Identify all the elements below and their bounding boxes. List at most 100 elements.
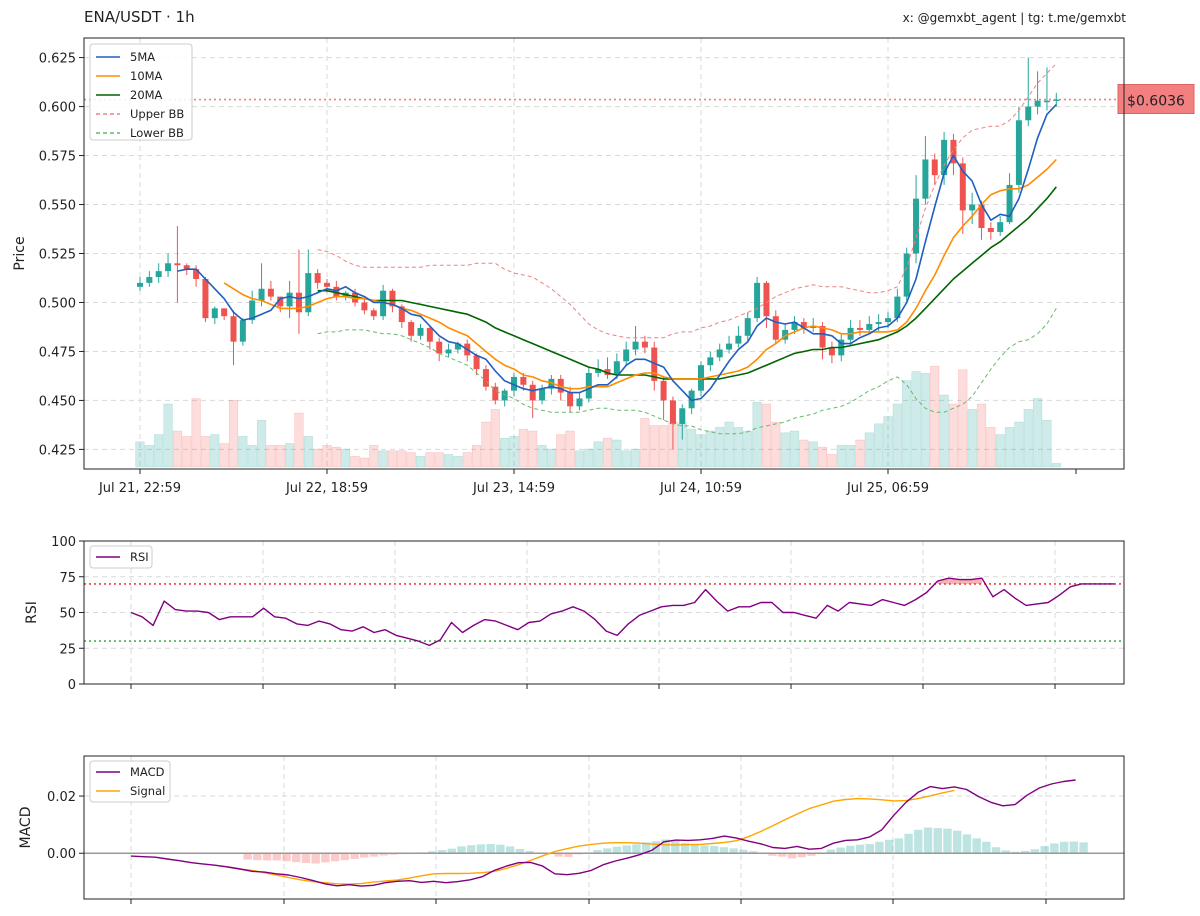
candle-body <box>613 361 620 375</box>
volume-bar <box>219 443 229 468</box>
candle-body <box>875 322 882 325</box>
candle-body <box>772 316 779 340</box>
candle-body <box>969 204 976 211</box>
candle-body <box>623 349 630 362</box>
volume-bar <box>584 448 594 468</box>
candle-body <box>894 296 901 319</box>
volume-bar <box>481 421 491 468</box>
candle-body <box>595 369 602 374</box>
macd-legend <box>89 760 171 803</box>
ma5-line <box>177 104 1057 402</box>
price-x-tick-label: Jul 23, 14:59 <box>472 481 555 496</box>
macd-histogram-bar <box>739 849 748 854</box>
volume-bar <box>182 436 192 468</box>
volume-bar <box>154 434 164 468</box>
volume-bar <box>593 441 603 468</box>
volume-bar <box>247 445 257 468</box>
candle-body <box>941 139 948 176</box>
price-tick-label: 0.575 <box>39 150 76 165</box>
macd-histogram-bar <box>729 848 738 854</box>
candle-body <box>651 347 658 381</box>
candle-body <box>641 341 648 348</box>
volume-bar <box>574 450 585 468</box>
candle-body <box>408 322 415 336</box>
candle-body <box>707 357 714 366</box>
macd-histogram-bar <box>632 844 641 854</box>
candle-body <box>314 273 321 283</box>
candle-body <box>585 373 592 399</box>
volume-bar <box>397 450 407 468</box>
volume-bar <box>350 455 360 468</box>
volume-bar <box>313 448 323 468</box>
volume-bar <box>827 454 837 468</box>
rsi-tick-label: 0 <box>68 678 76 693</box>
volume-bar <box>892 403 902 468</box>
candle-body <box>978 204 985 229</box>
price-legend-label: Lower BB <box>130 126 184 140</box>
candle-body <box>202 278 209 319</box>
macd-panel-frame <box>83 755 1125 900</box>
candle-body <box>286 292 293 307</box>
candle-body <box>931 159 938 176</box>
candle-body <box>922 159 929 199</box>
price-legend-label: 10MA <box>130 69 163 83</box>
volume-bar <box>696 434 706 468</box>
macd-histogram-bar <box>369 853 379 857</box>
macd-histogram-bar <box>807 853 816 856</box>
candle-body <box>277 296 284 307</box>
candle-body <box>819 325 826 348</box>
volume-bar <box>771 421 781 468</box>
volume-bar <box>761 403 772 468</box>
price-tick-label: 0.625 <box>39 52 76 67</box>
price-x-tick-label: Jul 24, 10:59 <box>659 481 742 496</box>
volume-bar <box>883 416 893 468</box>
signal-legend-label: Signal <box>130 784 165 798</box>
candle-body <box>791 322 798 330</box>
macd-histogram-bar <box>982 841 991 854</box>
volume-bar <box>509 436 519 468</box>
candle-body <box>539 388 546 401</box>
volume-bar <box>715 427 725 468</box>
macd-histogram-bar <box>972 838 981 854</box>
candle-body <box>183 265 190 270</box>
volume-bar <box>958 369 968 468</box>
macd-histogram-bar <box>953 830 962 854</box>
macd-histogram-bar <box>894 838 904 854</box>
candle-body <box>324 282 330 287</box>
volume-bar <box>528 430 538 468</box>
ma10-line <box>223 158 1057 390</box>
macd-histogram-bar <box>641 842 651 854</box>
candle-body <box>604 369 611 375</box>
rsi-line <box>130 577 1115 647</box>
candle-body <box>352 292 359 303</box>
candle-body <box>482 369 489 387</box>
volume-bar <box>359 457 370 468</box>
volume-bar <box>266 445 276 468</box>
candle-body <box>856 327 863 330</box>
candle-body <box>239 320 246 342</box>
candle-body <box>445 349 452 354</box>
candle-body <box>305 273 312 313</box>
candle-body <box>800 322 807 328</box>
macd-histogram-bar <box>719 847 729 854</box>
candle-body <box>146 277 153 283</box>
candle-body <box>529 384 536 401</box>
rsi-panel-frame <box>83 540 1125 685</box>
volume-bar <box>948 403 959 468</box>
candle-body <box>417 327 424 336</box>
macd-histogram-bar <box>253 853 262 861</box>
candle-body <box>903 253 910 297</box>
volume-bar <box>415 455 426 468</box>
macd-histogram-bar <box>593 850 602 854</box>
volume-bar <box>546 448 556 468</box>
price-tick-label: 0.600 <box>39 101 76 116</box>
volume-bar <box>939 394 949 468</box>
volume-bar <box>238 436 248 468</box>
candle-body <box>361 302 368 311</box>
candle-body <box>632 341 639 350</box>
volume-bar <box>687 428 697 468</box>
volume-bar <box>808 441 818 468</box>
macd-histogram-bar <box>933 828 942 854</box>
candle-body <box>155 271 162 278</box>
volume-bar <box>976 403 987 468</box>
